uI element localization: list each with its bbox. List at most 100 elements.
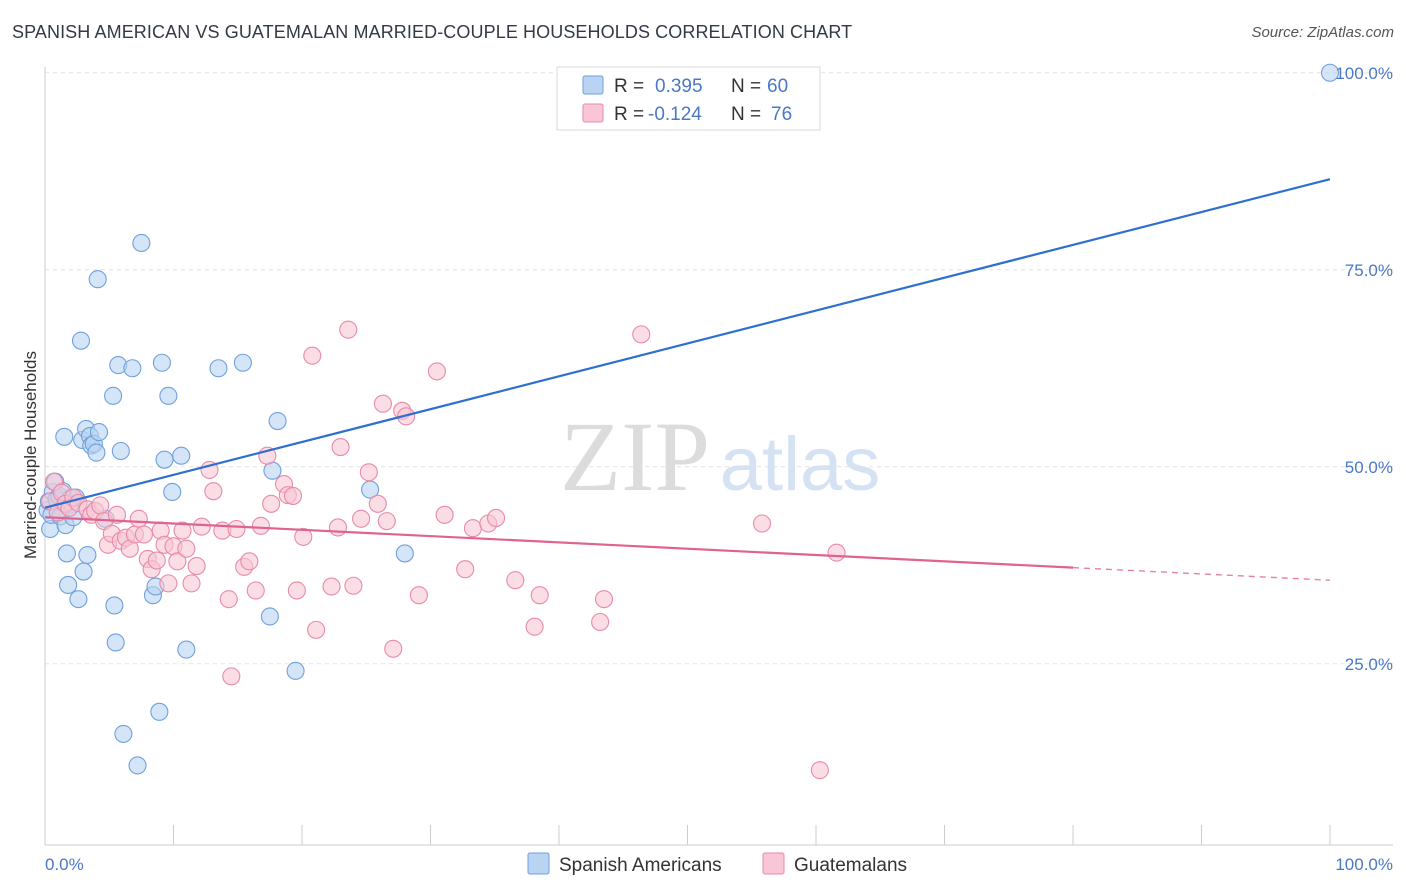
spanish-americans-point-30 [88, 270, 107, 289]
guatemalans-point-73 [486, 508, 506, 528]
spanish-americans-point-43 [150, 702, 169, 721]
guatemalans-point-46 [262, 494, 281, 513]
guatemalans-point-75 [525, 617, 544, 636]
guatemalans-point-20 [129, 509, 148, 528]
legend-r-label-pink: R = [614, 104, 644, 125]
guatemalans-point-36 [204, 482, 223, 501]
legend-n-label-blue: N = [731, 76, 761, 97]
guatemalans-point-27 [159, 574, 178, 593]
guatemalans-point-82 [827, 543, 846, 562]
guatemalans-point-67 [409, 586, 428, 605]
y-tick-label-1: 50.0% [1345, 458, 1393, 477]
y-tick-label-2: 75.0% [1345, 261, 1393, 280]
guatemalans-point-34 [192, 517, 211, 536]
spanish-americans-point-47 [163, 482, 182, 502]
spanish-americans-point-14 [59, 575, 78, 595]
spanish-americans-point-57 [395, 544, 414, 563]
spanish-americans-point-22 [74, 562, 93, 581]
spanish-americans-point-54 [268, 412, 287, 431]
guatemalans-point-59 [352, 509, 371, 528]
guatemalans-point-21 [134, 525, 153, 544]
trend-line-guatemalans-extrapolated [1072, 566, 1331, 581]
guatemalans-point-33 [187, 556, 206, 576]
y-tick-label-3: 100.0% [1335, 64, 1393, 83]
guatemalans-point-77 [591, 612, 610, 632]
guatemalans-point-38 [219, 590, 238, 609]
guatemalans-point-51 [294, 527, 313, 546]
guatemalans-point-55 [328, 518, 348, 537]
guatemalans-point-56 [331, 438, 350, 457]
spanish-americans-point-51 [233, 353, 252, 372]
spanish-americans-point-58 [1320, 63, 1340, 82]
guatemalans-point-74 [506, 571, 525, 590]
spanish-americans-point-13 [57, 544, 76, 563]
guatemalans-point-79 [632, 325, 651, 344]
guatemalans-point-42 [240, 552, 259, 571]
spanish-americans-point-45 [155, 450, 174, 469]
spanish-americans-point-32 [104, 386, 123, 405]
spanish-americans-point-44 [152, 353, 171, 372]
chart-title: SPANISH AMERICAN VS GUATEMALAN MARRIED-C… [12, 22, 853, 42]
guatemalans-point-68 [427, 362, 446, 381]
guatemalans-point-44 [251, 516, 270, 535]
trend-line-spanish-americans [44, 178, 1331, 509]
guatemalans-point-81 [810, 761, 829, 780]
trend-line-guatemalans [44, 516, 1074, 569]
spanish-americans-point-49 [177, 640, 196, 659]
spanish-americans-point-52 [260, 607, 279, 626]
spanish-americans-point-48 [172, 446, 191, 465]
guatemalans-point-57 [339, 320, 358, 339]
guatemalans-point-71 [463, 519, 482, 538]
spanish-americans-point-33 [105, 596, 124, 615]
legend-r-value-pink: -0.124 [648, 104, 702, 125]
x-tick-label-max: 100.0% [1335, 855, 1393, 874]
spanish-americans-point-11 [55, 427, 74, 446]
y-tick-label-0: 25.0% [1345, 655, 1393, 674]
guatemalans-point-43 [246, 581, 265, 600]
guatemalans-point-64 [384, 639, 403, 658]
guatemalans-point-29 [168, 552, 187, 571]
spanish-americans-point-34 [106, 633, 125, 652]
guatemalans-point-76 [530, 586, 549, 605]
bottom-legend-swatch-guatemalans [762, 852, 785, 875]
legend-n-value-pink: 76 [771, 104, 792, 125]
watermark-zip: ZIP [560, 401, 710, 512]
spanish-americans-point-37 [114, 724, 133, 743]
tick-labels: 25.0% 50.0% 75.0% 100.0% 0.0% 100.0% [45, 64, 1393, 874]
guatemalans-point-30 [173, 521, 192, 540]
bottom-legend-label-spanish-americans: Spanish Americans [559, 855, 722, 876]
spanish-americans-point-24 [78, 545, 97, 565]
legend-r-value-blue: 0.395 [655, 76, 703, 97]
watermark-atlas: atlas [720, 422, 881, 507]
legend-swatch-pink [582, 103, 604, 123]
legend-r-label-blue: R = [614, 76, 644, 97]
spanish-americans-point-20 [71, 331, 91, 350]
bottom-legend-label-guatemalans: Guatemalans [794, 855, 907, 876]
guatemalans-point-32 [182, 574, 201, 593]
spanish-americans-point-46 [159, 386, 178, 405]
bottom-legend-swatch-spanish-americans [527, 852, 550, 875]
guatemalans-point-62 [373, 394, 393, 413]
guatemalans-point-39 [222, 667, 241, 686]
spanish-americans-point-53 [263, 461, 282, 480]
spanish-americans-point-50 [209, 359, 228, 378]
legend-n-label-pink: N = [731, 104, 761, 125]
guatemalans-point-80 [752, 514, 772, 533]
spanish-americans-point-19 [69, 590, 88, 609]
y-axis-title: Married-couple Households [21, 351, 40, 559]
trend-lines [44, 178, 1331, 581]
legend-swatch-blue [582, 75, 604, 95]
guatemalans-point-15 [107, 505, 127, 524]
guatemalans-point-63 [377, 512, 396, 531]
legend-bottom: Spanish Americans Guatemalans [527, 852, 907, 876]
spanish-americans-point-29 [89, 423, 109, 442]
guatemalans-point-70 [456, 560, 475, 579]
guatemalans-point-69 [435, 505, 454, 524]
legend-top: R = 0.395 N = 60 R = -0.124 N = 76 [556, 66, 821, 131]
spanish-americans-point-28 [87, 443, 106, 462]
guatemalans-point-60 [359, 463, 378, 482]
spanish-americans-point-40 [132, 233, 151, 253]
guatemalans-point-50 [287, 581, 306, 600]
guatemalans-point-40 [227, 519, 246, 539]
